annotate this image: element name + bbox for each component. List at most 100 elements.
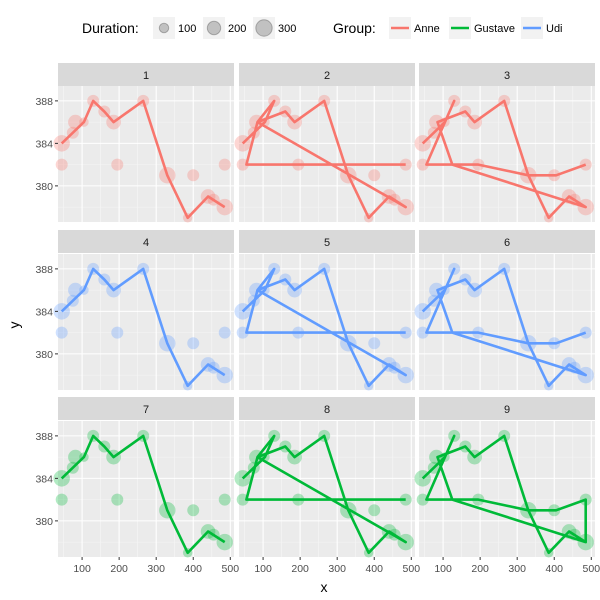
y-tick-label: 384 bbox=[35, 473, 53, 485]
data-point bbox=[368, 169, 381, 182]
duration-key-bg bbox=[153, 17, 175, 39]
y-tick-label: 388 bbox=[35, 431, 53, 443]
data-point bbox=[55, 326, 68, 339]
data-point bbox=[111, 326, 124, 339]
data-point bbox=[399, 158, 412, 171]
duration-key-bg bbox=[253, 17, 275, 39]
facet-panel-4: 4 380 384 388 bbox=[35, 230, 234, 391]
data-point bbox=[187, 337, 200, 350]
facet-strip bbox=[58, 397, 234, 420]
data-point bbox=[187, 169, 200, 182]
x-tick-label: 200 bbox=[110, 563, 128, 575]
data-point bbox=[68, 282, 83, 298]
series-line bbox=[60, 267, 226, 388]
duration-legend-title: Duration: bbox=[82, 20, 139, 36]
duration-key-circle bbox=[206, 20, 222, 36]
facet-strip bbox=[239, 230, 415, 253]
data-point bbox=[579, 158, 592, 171]
series-line bbox=[241, 99, 407, 220]
facet-strip bbox=[419, 230, 595, 253]
group-key-label: Udi bbox=[546, 23, 563, 35]
facet-strip-label: 2 bbox=[324, 70, 330, 82]
x-tick-label: 300 bbox=[328, 563, 346, 575]
x-tick-label: 100 bbox=[434, 563, 452, 575]
x-tick-label: 500 bbox=[583, 563, 600, 575]
x-tick-label: 300 bbox=[508, 563, 526, 575]
data-point bbox=[399, 493, 412, 506]
facet-strip-label: 4 bbox=[143, 237, 149, 249]
x-tick-label: 200 bbox=[471, 563, 489, 575]
group-key-label: Gustave bbox=[474, 23, 515, 35]
facet-panel-5: 5 bbox=[234, 230, 415, 391]
facet-panel-7: 7 380 384 388 100 200 300 400 500 bbox=[35, 397, 239, 575]
data-point bbox=[236, 326, 249, 339]
data-point bbox=[218, 158, 231, 171]
facet-strip-label: 1 bbox=[143, 70, 149, 82]
x-axis-label: x bbox=[321, 579, 328, 595]
facet-panel-8: 8 100 200 300 400 500 bbox=[234, 397, 421, 575]
group-legend-title: Group: bbox=[333, 20, 376, 36]
facet-strip-label: 7 bbox=[143, 404, 149, 416]
x-tick-label: 200 bbox=[291, 563, 309, 575]
duration-key-label: 200 bbox=[228, 23, 246, 35]
facet-panel-1: 1 380 384 388 bbox=[35, 63, 234, 223]
data-point bbox=[416, 158, 429, 171]
facet-panels: 1 380 384 388 2 3 4 380 384 388 5 6 7 380 384 388 100 200… bbox=[35, 63, 600, 575]
y-tick-label: 384 bbox=[35, 306, 53, 318]
facet-strip bbox=[239, 397, 415, 420]
y-tick-label: 388 bbox=[35, 96, 53, 108]
facet-strip bbox=[419, 397, 595, 420]
x-tick-label: 400 bbox=[184, 563, 202, 575]
facet-strip-label: 5 bbox=[324, 237, 330, 249]
data-point bbox=[187, 504, 200, 517]
facet-strip bbox=[239, 63, 415, 86]
y-axis-label: y bbox=[6, 322, 22, 329]
duration-key-circle bbox=[255, 19, 273, 37]
series-line bbox=[241, 434, 407, 555]
data-point bbox=[111, 493, 124, 506]
facet-panel-3: 3 bbox=[414, 63, 595, 223]
series-line bbox=[241, 267, 407, 388]
data-point bbox=[579, 326, 592, 339]
data-point bbox=[68, 449, 83, 465]
x-tick-label: 400 bbox=[545, 563, 563, 575]
series-line bbox=[60, 434, 226, 555]
series-line bbox=[421, 99, 587, 220]
facet-strip bbox=[58, 230, 234, 253]
data-point bbox=[111, 158, 124, 171]
legend: Duration: Group: 100 200 300 Anne Gustave Udi bbox=[82, 17, 563, 39]
data-point bbox=[368, 504, 381, 517]
x-tick-label: 500 bbox=[222, 563, 240, 575]
data-point bbox=[236, 158, 249, 171]
x-tick-label: 500 bbox=[403, 563, 421, 575]
duration-key-circle bbox=[158, 22, 170, 34]
facet-panel-2: 2 bbox=[234, 63, 415, 223]
series-line bbox=[421, 434, 587, 555]
data-point bbox=[416, 493, 429, 506]
data-point bbox=[399, 326, 412, 339]
group-key-label: Anne bbox=[414, 23, 440, 35]
facet-strip-label: 8 bbox=[324, 404, 330, 416]
y-tick-label: 388 bbox=[35, 264, 53, 276]
data-point bbox=[55, 493, 68, 506]
duration-key-label: 100 bbox=[178, 23, 196, 35]
data-point bbox=[218, 493, 231, 506]
facet-strip-label: 6 bbox=[504, 237, 510, 249]
x-tick-label: 300 bbox=[147, 563, 165, 575]
x-tick-label: 100 bbox=[254, 563, 272, 575]
duration-key-bg bbox=[203, 17, 225, 39]
y-tick-label: 380 bbox=[35, 516, 53, 528]
facet-strip bbox=[419, 63, 595, 86]
duration-key-label: 300 bbox=[278, 23, 296, 35]
data-point bbox=[68, 114, 83, 130]
facet-strip-label: 9 bbox=[504, 404, 510, 416]
y-tick-label: 380 bbox=[35, 349, 53, 361]
data-point bbox=[416, 326, 429, 339]
facet-strip-label: 3 bbox=[504, 70, 510, 82]
x-tick-label: 400 bbox=[365, 563, 383, 575]
facet-panel-9: 9 100 200 300 400 500 bbox=[414, 397, 600, 575]
data-point bbox=[55, 158, 68, 171]
data-point bbox=[236, 493, 249, 506]
x-tick-label: 100 bbox=[73, 563, 91, 575]
